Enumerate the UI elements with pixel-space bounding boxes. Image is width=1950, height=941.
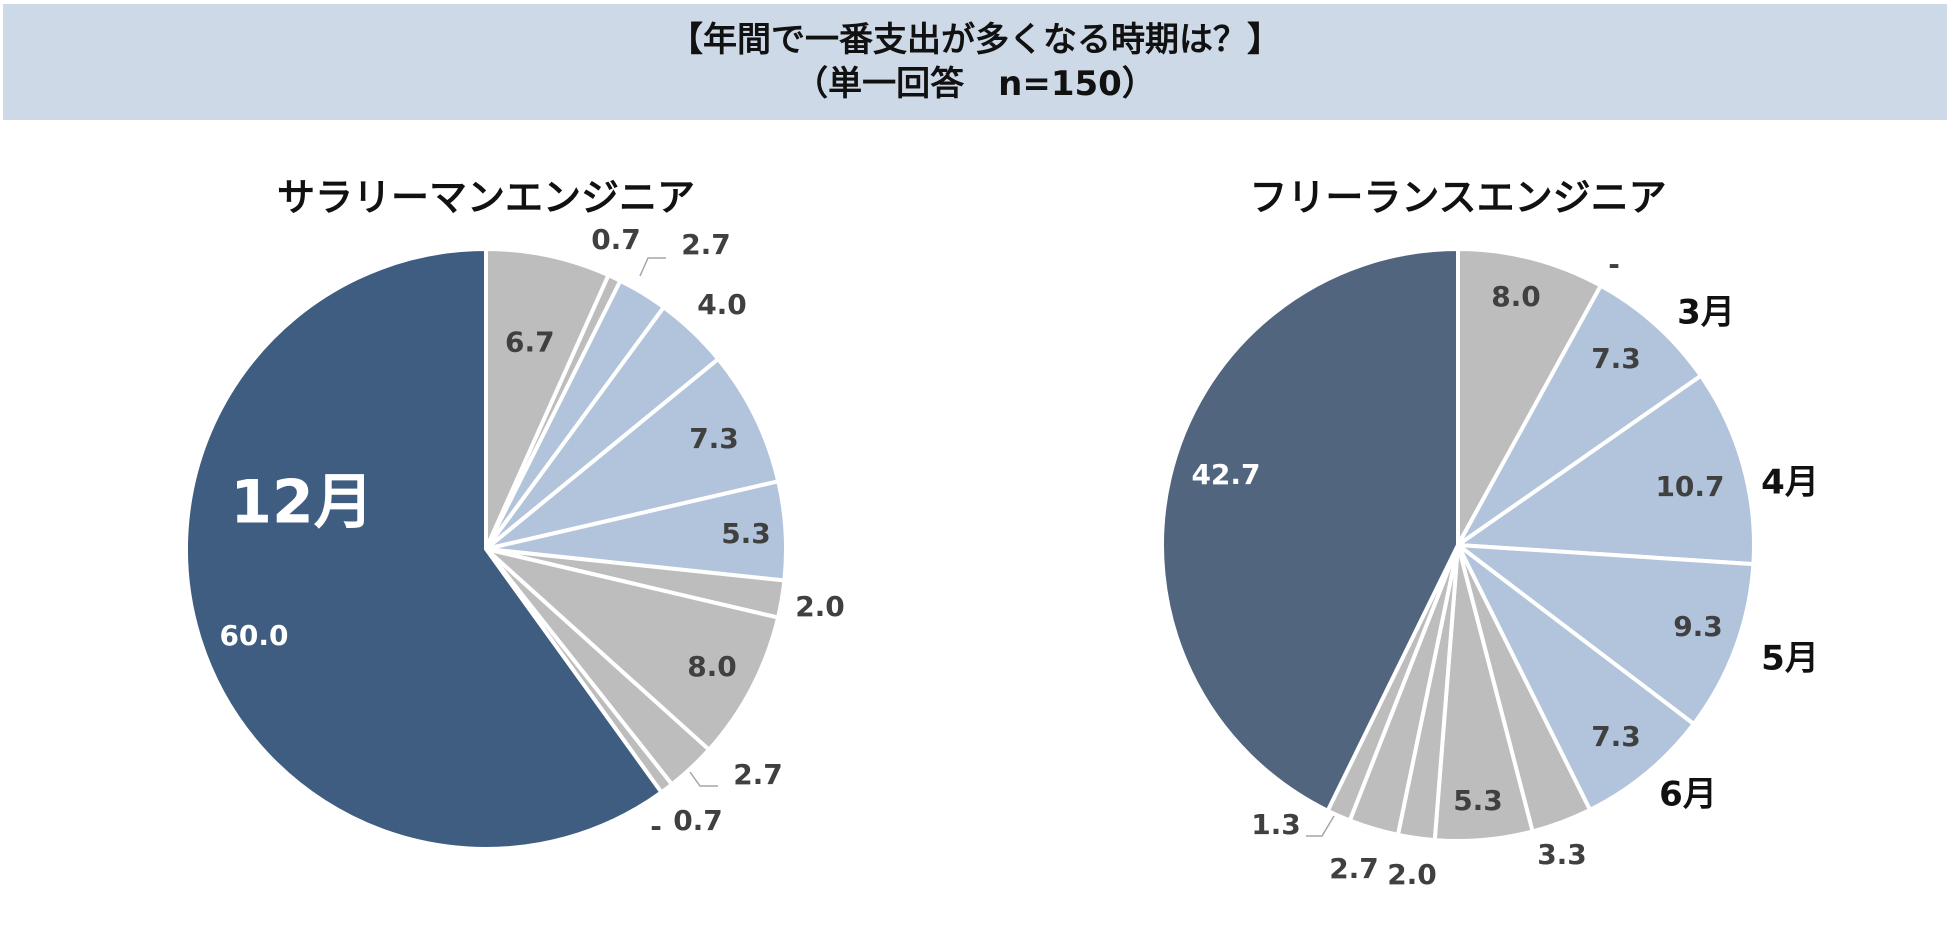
pie-1-label-7: 5.3 [1453,784,1503,817]
pie-1-label-1: - [1608,248,1620,281]
pie-1-label-11: 42.7 [1191,458,1260,491]
pie-1-month-5: 6月 [1659,775,1717,815]
pie-0-slice-11 [184,247,664,851]
pie-0-label-9: 0.7 [673,804,723,837]
pie-1-slice-3 [1456,373,1756,567]
header-subtitle: （単一回答 n=150） [794,64,1156,104]
pie-0-slice-7 [484,547,781,752]
pie-0-label-10: - [650,810,662,843]
pie-1-label-5: 7.3 [1591,720,1641,753]
pie-title-0: サラリーマンエンジニア [277,176,695,220]
pie-1-slice-5 [1456,543,1696,812]
pie-0-label-4: 7.3 [689,422,739,455]
pie-0-label-2: 2.7 [681,228,731,261]
pie-1-month-3: 4月 [1761,463,1819,503]
pie-1-label-9: 2.7 [1329,852,1379,885]
pie-1-label-8: 2.0 [1387,858,1437,891]
chart-header: 【年間で一番支出が多くなる時期は？】 （単一回答 n=150） [3,4,1947,120]
pie-1-month-2: 3月 [1677,293,1735,333]
pie-1-slice-11 [1160,247,1460,813]
pie-0-slice-4 [484,357,781,551]
pie-0-label-3: 4.0 [697,288,747,321]
pie-1-slice-0 [1456,247,1603,547]
header-title: 【年間で一番支出が多くなる時期は？】 [669,20,1281,60]
pie-0-label-6: 2.0 [795,590,845,623]
pie-0-label-11: 60.0 [219,619,288,652]
pie-0-leader-2 [639,257,666,277]
pie-1-label-4: 9.3 [1673,610,1723,643]
pie-1-month-4: 5月 [1761,639,1819,679]
pie-title-1: フリーランスエンジニア [1249,176,1666,220]
pie-1-label-3: 10.7 [1655,470,1724,503]
pie-0-slice-0 [484,247,611,551]
pie-0-label-0: 6.7 [505,326,555,359]
pie-1-slice-4 [1456,543,1756,726]
pie-1-label-0: 8.0 [1491,280,1541,313]
pie-0-label-5: 5.3 [721,517,771,550]
pie-0-label-1: 0.7 [591,223,641,256]
pie-0-month-label: 12月 [230,468,374,538]
pie-1-leader-10 [1306,815,1335,837]
pie-1-label-6: 3.3 [1537,838,1587,871]
pie-0-leader-8 [689,771,718,787]
pie-1-slice-2 [1456,283,1703,547]
pie-0-label-8: 2.7 [733,758,783,791]
pie-1-label-2: 7.3 [1591,342,1641,375]
pie-1-label-10: 1.3 [1251,808,1301,841]
pie-0-label-7: 8.0 [687,650,737,683]
